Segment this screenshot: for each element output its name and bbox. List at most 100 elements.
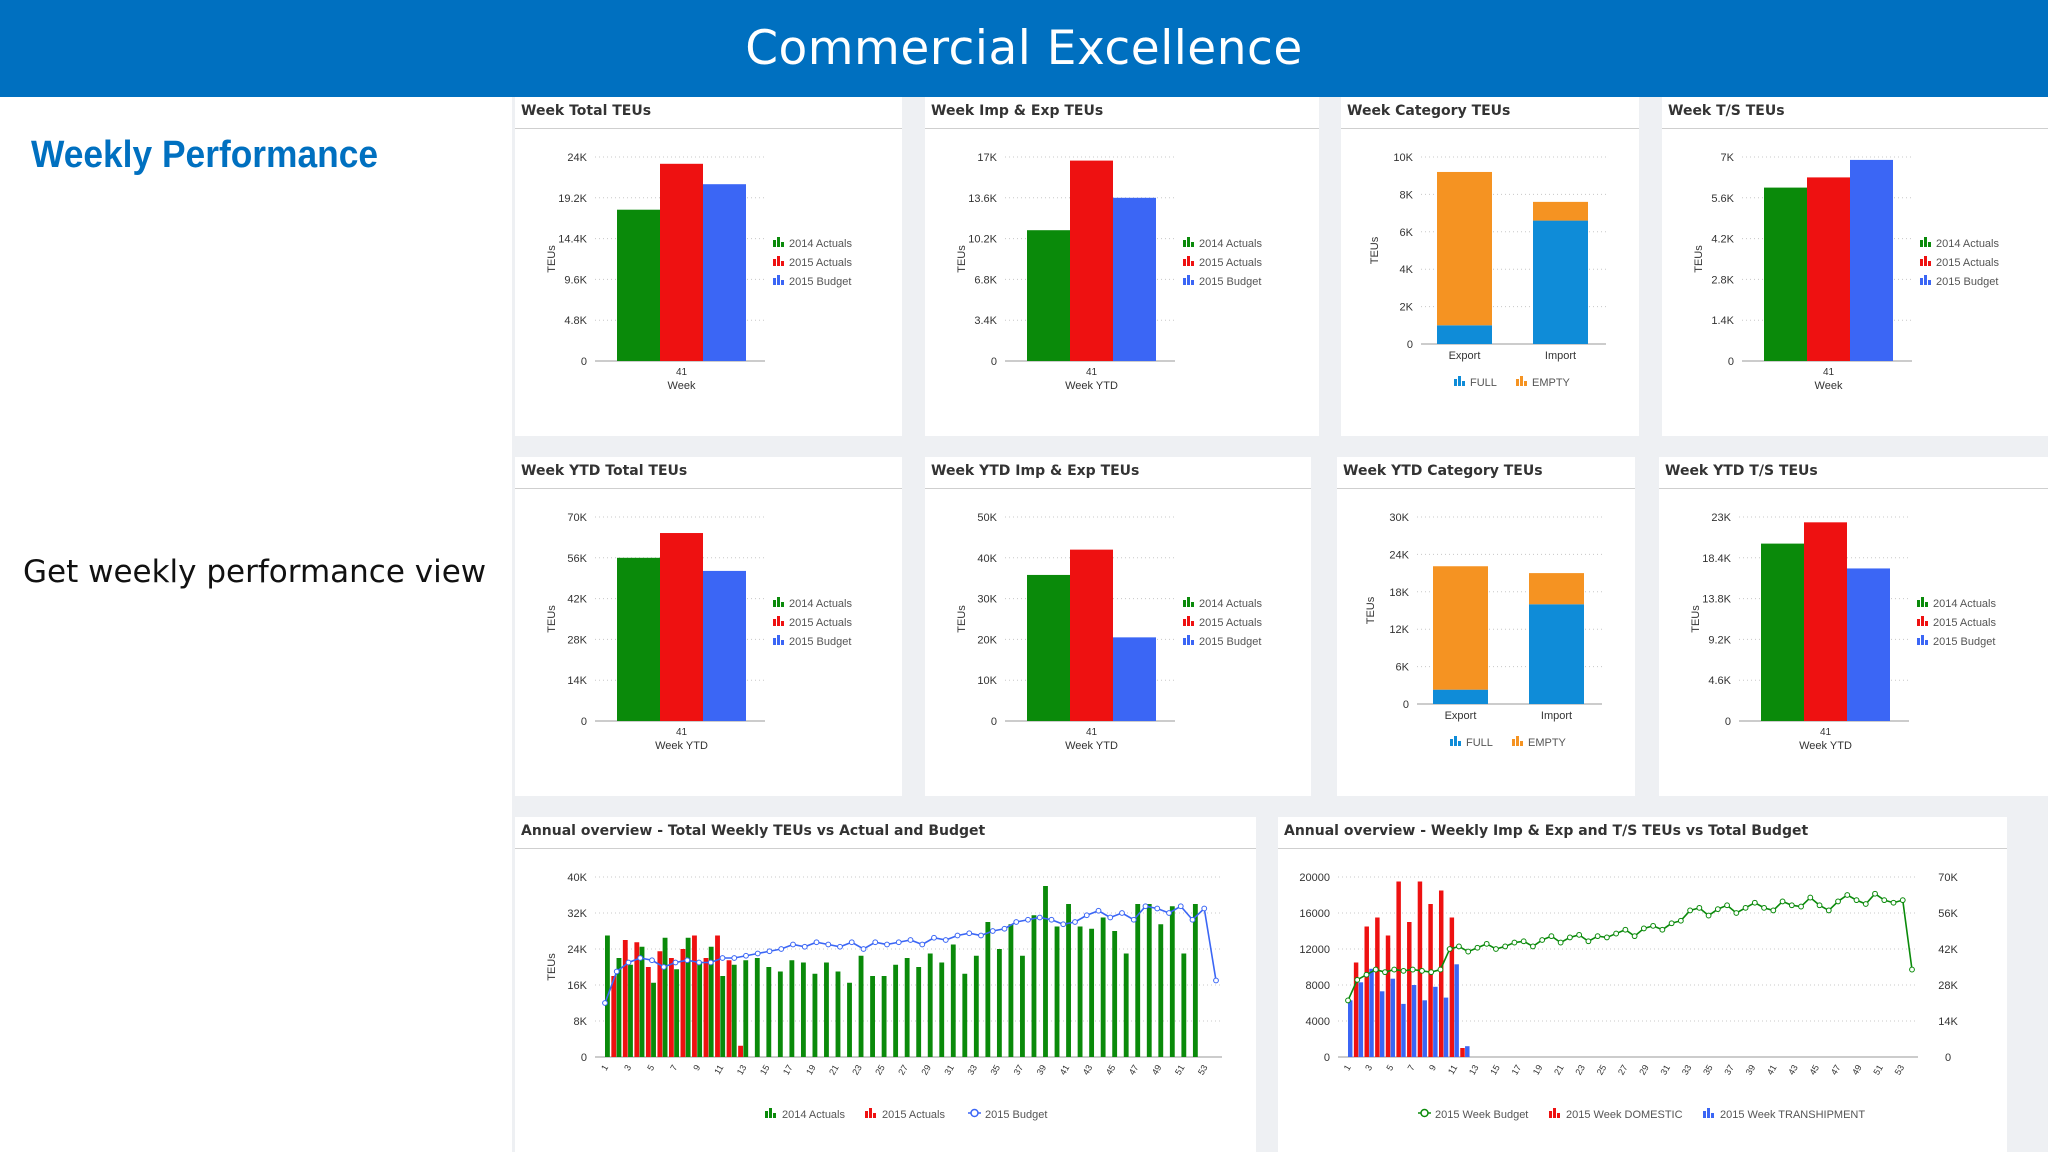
bar [703,570,746,721]
line-point [813,939,820,946]
x-tick-label: 29 [1637,1063,1651,1077]
bar [1077,926,1083,1057]
line-point [1530,943,1536,950]
bar [1348,1000,1353,1057]
x-tick-label: 53 [1893,1063,1907,1077]
x-tick-label: 47 [1127,1063,1141,1077]
bar [1847,568,1890,721]
panel-title: Week YTD Category TEUs [1343,463,1543,479]
x-tick-label: 21 [827,1063,841,1077]
line-point [1483,940,1490,947]
x-tick-label: 7 [668,1063,679,1072]
legend-label: 2015 Actuals [789,257,852,269]
y2-tick-label: 28K [1938,980,1958,992]
line-point [1025,916,1031,923]
bar [660,533,703,721]
bar [692,935,697,1057]
x-axis-label: Week YTD [1065,740,1118,752]
y-axis-label: TEUs [1693,245,1705,273]
x-tick-label: 35 [988,1063,1002,1077]
chart-panel: Annual overview - Total Weekly TEUs vs A… [515,817,1256,1152]
line-point [1142,903,1149,910]
bar [680,949,686,1057]
x-tick-label: 41 [1765,1063,1779,1077]
line-point [907,937,914,943]
line-point [1705,912,1712,919]
legend-icon [1183,275,1194,285]
line-point [848,939,855,946]
y-tick-label: 32K [567,908,587,920]
y-tick-label: 23K [1711,512,1731,524]
y-tick-label: 16K [567,980,587,992]
bar [611,976,617,1057]
bar [1401,1003,1406,1057]
line-point [637,955,644,961]
bar [743,960,749,1057]
x-tick-label: 37 [1722,1063,1736,1077]
line-point [1382,969,1388,976]
panel-divider [1337,488,1635,489]
line-point [884,941,890,948]
x-axis-label: Week [668,380,696,392]
y-tick-label: 10.2K [968,234,997,246]
bar [1158,924,1164,1057]
legend-icon [773,256,784,266]
line-point [1130,916,1137,923]
line-point [1687,907,1693,914]
x-axis-label: Week YTD [1799,740,1852,752]
chart-panel: Week YTD T/S TEUs 0 4.6K 9.2K 13.8K 18.4K 23K T… [1659,457,2048,796]
y-tick-label: 1.4K [1711,315,1734,327]
x-tick-label: 41 [1820,727,1832,738]
bar [726,960,732,1057]
x-tick-label: 1 [1342,1063,1353,1072]
line-point [1060,921,1067,928]
line-point [1872,890,1878,897]
bar [645,967,651,1057]
y-axis-label: TEUs [1690,605,1702,633]
panel-divider [515,128,902,129]
line-point [1576,931,1583,938]
legend-label: 2014 Actuals [789,598,852,610]
line-point [1779,898,1786,905]
x-tick-label: 3 [622,1063,633,1072]
legend-icon [773,237,784,247]
legend-label: 2015 Actuals [1933,617,1996,629]
chart-svg: 0 10K 20K 30K 40K 50K TEUs 41 Week YTD 2014 Actua… [956,512,1262,752]
bar [622,940,628,1057]
page-heading: Weekly Performance [31,134,379,176]
line-point [1201,905,1208,912]
x-tick-label: 19 [1531,1063,1545,1077]
line-point [931,934,937,941]
bar [1364,926,1369,1057]
panel-divider [515,488,902,489]
legend-label: 2015 Budget [789,636,851,648]
panel-title: Week T/S TEUs [1668,103,1785,119]
bar [1379,991,1385,1057]
y-tick-label: 24K [1389,549,1409,561]
line-point [1154,905,1161,912]
x-tick-label: 33 [1680,1063,1694,1077]
line-point [1048,916,1055,923]
bar [708,946,714,1057]
bar [1192,904,1198,1057]
legend-icon [1183,597,1194,607]
line-point [942,937,949,943]
chart-panel: Week Category TEUs 0 2K 4K 6K 8K 10K TEUs Export… [1341,97,1639,436]
legend-icon [1920,275,1931,285]
x-tick-label: 39 [1744,1063,1758,1077]
chart-panel: Week Total TEUs 0 4.8K 9.6K 14.4K 19.2K 24K TEU… [515,97,902,436]
x-tick-label: Import [1541,710,1572,722]
panel-title: Week Category TEUs [1347,103,1511,119]
line-point [919,941,926,948]
x-tick-label: 45 [1807,1063,1821,1077]
bar [1054,926,1060,1057]
y-tick-label: 14K [567,675,587,687]
y-tick-label: 2K [1400,302,1414,314]
bar [916,967,922,1057]
line-point [1677,917,1684,924]
bar [973,955,979,1057]
bar [904,958,910,1057]
x-tick-label: 47 [1829,1063,1843,1077]
y-tick-label: 50K [977,512,997,524]
y-tick-label: 28K [567,634,587,646]
